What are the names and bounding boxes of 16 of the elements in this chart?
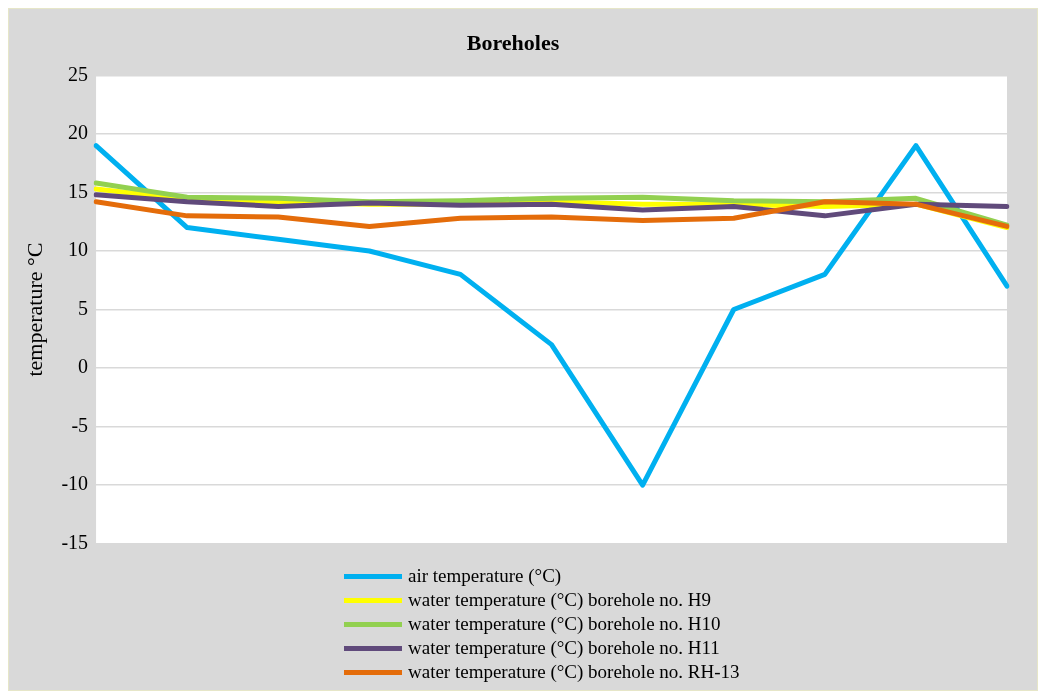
y-tick-label: 10 [68, 238, 89, 261]
y-tick-label: 20 [68, 121, 89, 144]
y-tick-label: 5 [78, 296, 89, 319]
y-tick-label: 0 [78, 355, 89, 378]
y-axis-title: temperature °C [21, 242, 47, 377]
legend-label: water temperature (°C) borehole no. H10 [408, 613, 721, 635]
legend-label: water temperature (°C) borehole no. H9 [408, 589, 712, 611]
y-tick-label: 25 [68, 62, 89, 85]
legend-label: air temperature (°C) [408, 565, 562, 587]
legend-label: water temperature (°C) borehole no. RH-13 [408, 661, 740, 683]
y-tick-label: -15 [61, 530, 89, 553]
y-tick-label: -10 [61, 472, 89, 495]
legend-label: water temperature (°C) borehole no. H11 [408, 637, 720, 659]
chart-title: Boreholes [466, 29, 560, 55]
y-tick-label: 15 [68, 179, 89, 202]
y-tick-label: -5 [71, 413, 89, 436]
